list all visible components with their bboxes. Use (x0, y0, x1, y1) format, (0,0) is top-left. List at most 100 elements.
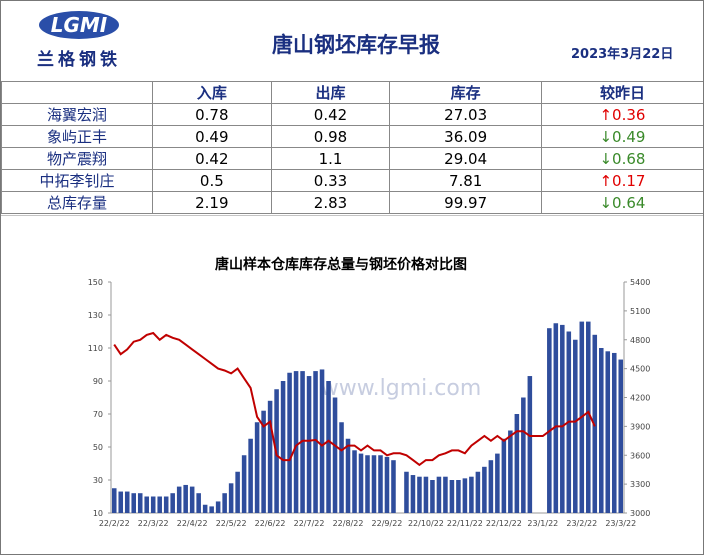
bar (443, 476, 448, 513)
bar (449, 480, 455, 513)
row-name: 中拓李钊庄 (1, 169, 153, 192)
table-row: 物产震翔 0.42 1.1 29.04 ↓0.68 (1, 147, 703, 170)
change-cell: ↓0.49 (540, 125, 703, 148)
bar (228, 483, 234, 513)
bar (332, 397, 338, 513)
bar (482, 466, 487, 513)
bar (137, 493, 143, 513)
x-tick-label: 22/9/22 (372, 519, 403, 528)
y2-tick-label: 4500 (630, 365, 650, 374)
bar (248, 438, 253, 513)
header: LGMI 兰格钢铁 唐山钢坯库存早报 2023年3月22日 (1, 1, 703, 81)
logo-text: 兰格钢铁 (37, 50, 121, 69)
bar (196, 493, 201, 513)
bar (508, 430, 513, 513)
bar (598, 348, 604, 513)
column-header: 入库 (152, 81, 272, 104)
x-tick-label: 22/3/22 (138, 519, 169, 528)
bar (293, 371, 299, 513)
bar (501, 438, 507, 513)
x-tick-label: 22/2/22 (99, 519, 130, 528)
table: 入库 出库 库存 较昨日 海翼宏润 0.78 0.42 27.03 ↑0.36 象屿正丰 0.49… (1, 81, 703, 214)
x-tick-label: 22/4/22 (177, 519, 208, 528)
bar (475, 471, 481, 513)
bar (521, 397, 526, 513)
bar (605, 351, 611, 513)
x-tick-label: 22/10/22 (408, 519, 444, 528)
y2-tick-label: 3900 (630, 422, 650, 431)
bar (124, 491, 130, 513)
cell: 7.81 (389, 169, 542, 192)
cell: 0.42 (152, 147, 272, 170)
change-cell: ↓0.64 (540, 191, 703, 214)
x-tick-label: 23/2/22 (566, 519, 597, 528)
bar (456, 480, 461, 513)
bar (118, 491, 124, 513)
bar (254, 422, 260, 513)
bar (573, 339, 578, 513)
bar (176, 486, 182, 513)
bar (469, 476, 474, 513)
bar (560, 324, 565, 513)
table-row: 总库存量 2.19 2.83 99.97 ↓0.64 (1, 191, 703, 214)
bar (592, 334, 598, 513)
change-cell: ↓0.68 (540, 147, 703, 170)
bar (326, 381, 331, 513)
bar (163, 496, 169, 513)
row-name: 海翼宏润 (1, 103, 153, 126)
bar (553, 323, 559, 513)
table-row: 象屿正丰 0.49 0.98 36.09 ↓0.49 (1, 125, 703, 148)
bar (495, 453, 500, 513)
bar (423, 476, 429, 513)
bar (215, 501, 221, 513)
bar (391, 460, 396, 513)
column-header: 较昨日 (540, 81, 703, 104)
bar (378, 455, 383, 513)
y-tick-label: 30 (93, 476, 103, 485)
cell: 0.42 (270, 103, 391, 126)
bar (417, 476, 422, 513)
cell: 2.83 (270, 191, 391, 214)
bar (611, 352, 617, 513)
y2-tick-label: 3600 (630, 451, 650, 460)
table-row: 中拓李钊庄 0.5 0.33 7.81 ↑0.17 (1, 169, 703, 192)
chart: www.lgmi.com 唐山样本仓库库存总量与钢坯价格对比图 10 30 50 70… (1, 215, 703, 528)
cell: 29.04 (389, 147, 542, 170)
bar (462, 478, 468, 513)
bar (410, 475, 416, 513)
cell: 0.78 (152, 103, 272, 126)
bar (209, 506, 214, 513)
cell: 1.1 (270, 147, 391, 170)
y2-tick-label: 3000 (630, 509, 650, 518)
bar (222, 493, 227, 513)
y-tick-label: 110 (88, 344, 103, 353)
x-tick-label: 22/6/22 (255, 519, 286, 528)
cell: 36.09 (389, 125, 542, 148)
bar (547, 328, 552, 513)
y2-tick-label: 5100 (630, 307, 650, 316)
bar (150, 496, 156, 513)
bar (430, 480, 435, 513)
column-header: 出库 (270, 81, 391, 104)
bar (131, 493, 137, 513)
cell: 0.98 (270, 125, 391, 148)
bar (235, 471, 240, 513)
row-name: 象屿正丰 (1, 125, 153, 148)
y-tick-label: 50 (93, 443, 103, 452)
x-tick-label: 22/7/22 (294, 519, 325, 528)
row-name: 物产震翔 (1, 147, 153, 170)
y-tick-label: 70 (93, 410, 103, 419)
x-tick-label: 23/3/22 (605, 519, 636, 528)
row-name: 总库存量 (1, 191, 153, 214)
chart-title: 唐山样本仓库库存总量与钢坯价格对比图 (215, 256, 467, 273)
bar (157, 496, 162, 513)
x-tick-label: 22/5/22 (216, 519, 247, 528)
bar (404, 471, 409, 513)
bar (280, 381, 286, 513)
x-tick-label: 22/11/22 (447, 519, 483, 528)
cell: 27.03 (389, 103, 542, 126)
bar (170, 493, 175, 513)
y2-tick-label: 5400 (630, 278, 650, 287)
bar (183, 484, 188, 513)
